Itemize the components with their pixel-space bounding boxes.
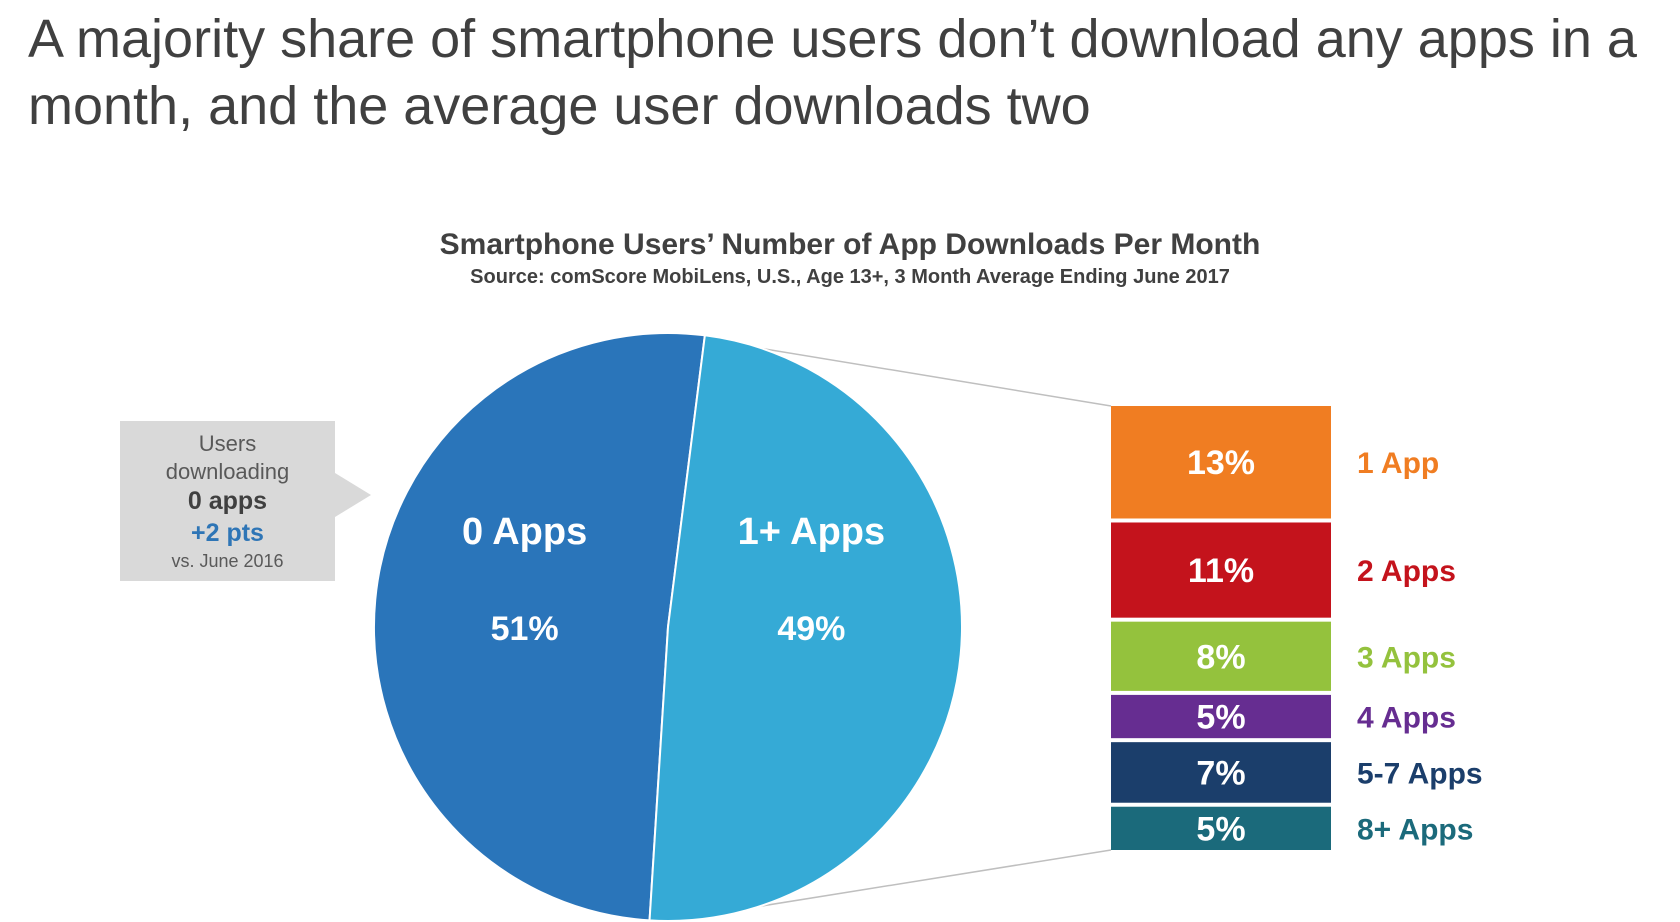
bar-segment-2-apps — [1111, 522, 1331, 618]
callout-line-downloading: downloading — [165, 459, 290, 484]
callout-comparison: vs. June 2016 — [171, 551, 284, 571]
bar-value-8-plus-apps: 5% — [1196, 810, 1245, 848]
bar-value-5-7-apps: 7% — [1196, 754, 1245, 792]
pie-label-1-plus-apps: 1+ Apps — [738, 511, 885, 553]
slide-title: A majority share of smartphone users don… — [28, 9, 1637, 136]
pie: 0 Apps 51% 1+ Apps 49% — [372, 332, 963, 922]
bar-legend-3-apps: 3 Apps — [1357, 641, 1456, 674]
pie-label-0-apps: 0 Apps — [462, 511, 587, 553]
bar-value-1-app: 13% — [1187, 444, 1255, 482]
callout-box: Users downloading 0 apps +2 pts vs. June… — [120, 421, 371, 581]
bar-value-3-apps: 8% — [1196, 638, 1245, 676]
bar-segment-3-apps — [1111, 621, 1331, 691]
breakdown-bar: 13% 1 App 11% 2 Apps 8% 3 Apps 5% 4 Apps 7% 5-7 A… — [1111, 406, 1483, 850]
pie-slice-0-apps — [372, 332, 706, 922]
callout-change: +2 pts — [191, 519, 264, 547]
bar-legend-1-app: 1 App — [1357, 447, 1439, 480]
bar-legend-4-apps: 4 Apps — [1357, 702, 1456, 735]
bar-value-2-apps: 11% — [1188, 552, 1254, 590]
bar-legend-5-7-apps: 5-7 Apps — [1357, 757, 1483, 790]
chart-title: Smartphone Users’ Number of App Download… — [439, 228, 1261, 261]
bar-segment-8-plus-apps — [1111, 806, 1331, 850]
pie-value-0-apps: 51% — [491, 610, 559, 648]
bar-segment-1-app — [1111, 406, 1331, 519]
bar-value-4-apps: 5% — [1196, 699, 1245, 737]
chart-subtitle: Source: comScore MobiLens, U.S., Age 13+… — [470, 266, 1230, 288]
bar-legend-2-apps: 2 Apps — [1357, 555, 1456, 588]
pie-slice-1-plus-apps — [648, 334, 963, 922]
callout-pointer — [335, 473, 371, 517]
callout-line-zero-apps: 0 apps — [187, 487, 268, 515]
pie-value-1-plus-apps: 49% — [777, 610, 845, 648]
bar-segment-4-apps — [1111, 694, 1331, 739]
callout-line-users: Users — [198, 431, 257, 456]
bar-legend-8-plus-apps: 8+ Apps — [1357, 813, 1473, 846]
bar-segment-5-7-apps — [1111, 742, 1331, 803]
